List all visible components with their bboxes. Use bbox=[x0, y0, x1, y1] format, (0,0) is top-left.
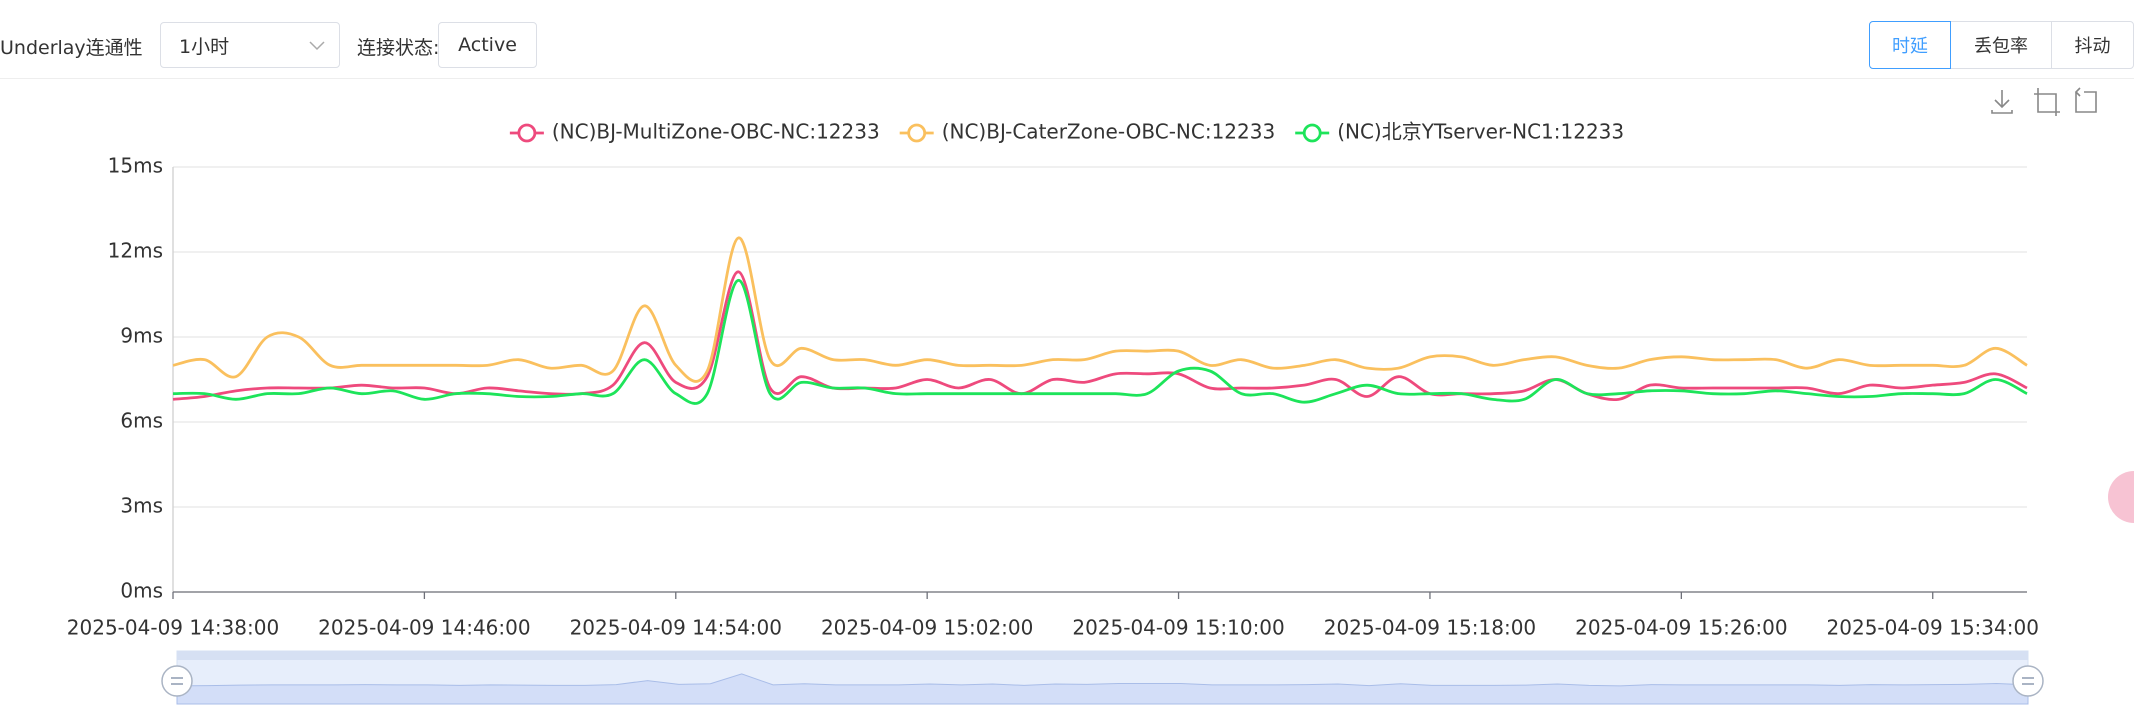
legend-symbol bbox=[1302, 123, 1322, 143]
legend-label: (NC)BJ-MultiZone-OBC-NC:12233 bbox=[552, 120, 880, 144]
zoom-handle bbox=[161, 665, 193, 697]
y-tick-label: 3ms bbox=[120, 494, 163, 518]
x-tick-label: 2025-04-09 15:34:00 bbox=[1827, 616, 2039, 640]
float-button[interactable] bbox=[2108, 471, 2134, 523]
series-line bbox=[172, 270, 2028, 402]
chart-tools bbox=[1991, 87, 2097, 116]
status-label: 连接状态: bbox=[357, 37, 440, 59]
y-tick-label: 15ms bbox=[108, 154, 163, 178]
x-tick-label: 2025-04-09 15:10:00 bbox=[1072, 616, 1284, 640]
status-box: Active bbox=[438, 22, 537, 68]
crop-icon[interactable] bbox=[2034, 88, 2060, 116]
range-select[interactable]: 1小时 bbox=[160, 22, 340, 68]
y-tick-label: 12ms bbox=[108, 239, 163, 263]
x-tick-label: 2025-04-09 15:18:00 bbox=[1324, 616, 1536, 640]
legend-item: (NC)BJ-MultiZone-OBC-NC:12233 bbox=[509, 120, 880, 144]
zoom-preview bbox=[176, 673, 2029, 705]
y-tick-label: 0ms bbox=[120, 579, 163, 603]
y-tick-label: 9ms bbox=[120, 324, 163, 348]
restore-icon[interactable] bbox=[2074, 87, 2097, 113]
legend-item: (NC)北京YTserver-NC1:12233 bbox=[1295, 120, 1624, 144]
x-tick-label: 2025-04-09 15:02:00 bbox=[821, 616, 1033, 640]
divider bbox=[0, 78, 2134, 79]
toolbar-label: Underlay连通性 bbox=[0, 37, 143, 59]
series-line bbox=[172, 278, 2028, 405]
chevron bbox=[309, 41, 325, 51]
status-value: Active bbox=[458, 34, 517, 56]
legend-symbol bbox=[517, 123, 537, 143]
zoom-handle bbox=[2012, 665, 2044, 697]
tab[interactable]: 抖动 bbox=[2051, 21, 2134, 69]
tab[interactable]: 时延 bbox=[1869, 21, 1951, 69]
zoom-bar bbox=[177, 651, 2028, 660]
x-tick-label: 2025-04-09 15:26:00 bbox=[1575, 616, 1787, 640]
download-icon[interactable] bbox=[1991, 90, 2013, 114]
legend-item: (NC)BJ-CaterZone-OBC-NC:12233 bbox=[899, 120, 1276, 144]
x-tick-label: 2025-04-09 14:38:00 bbox=[67, 616, 279, 640]
legend-symbol bbox=[907, 123, 927, 143]
zoom-handle-grip bbox=[2022, 677, 2034, 685]
y-tick-label: 6ms bbox=[120, 409, 163, 433]
legend: (NC)BJ-MultiZone-OBC-NC:12233 (NC)BJ-Cate… bbox=[509, 120, 1624, 144]
x-tick-label: 2025-04-09 14:46:00 bbox=[318, 616, 530, 640]
legend-label: (NC)北京YTserver-NC1:12233 bbox=[1337, 120, 1624, 144]
x-tick-label: 2025-04-09 14:54:00 bbox=[570, 616, 782, 640]
zoom-handle-grip bbox=[171, 677, 183, 685]
tab[interactable]: 丢包率 bbox=[1950, 21, 2052, 69]
zoom-track bbox=[176, 650, 2029, 705]
series-line bbox=[172, 236, 2028, 383]
legend-label: (NC)BJ-CaterZone-OBC-NC:12233 bbox=[942, 120, 1276, 144]
range-value: 1小时 bbox=[179, 35, 230, 58]
